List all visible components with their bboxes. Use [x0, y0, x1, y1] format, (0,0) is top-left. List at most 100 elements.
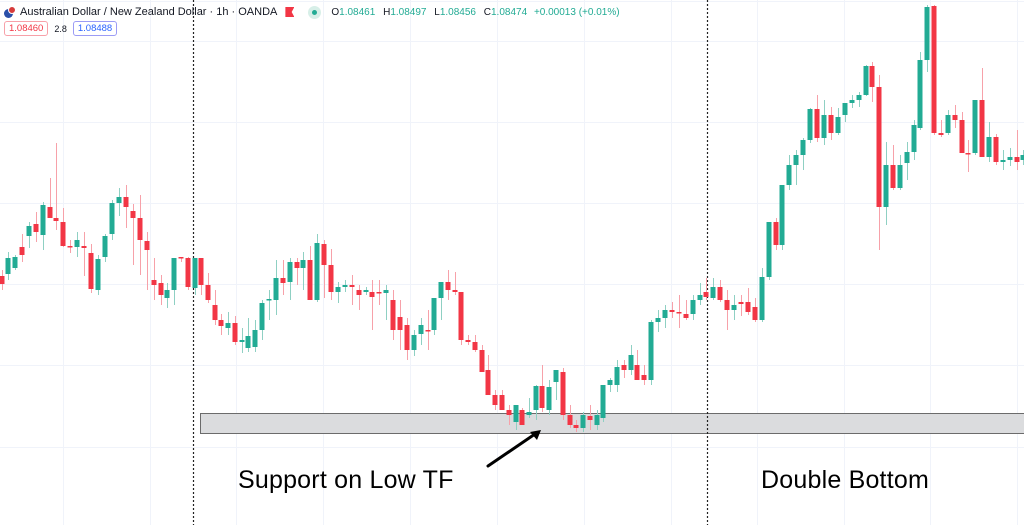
candle[interactable] [965, 140, 971, 172]
candle[interactable] [669, 302, 675, 318]
candle[interactable] [759, 268, 765, 322]
candle[interactable] [485, 355, 491, 395]
candle[interactable] [931, 5, 937, 135]
support-arrow[interactable] [486, 430, 541, 468]
support-annotation[interactable]: Support on Low TF [238, 466, 454, 494]
candle[interactable] [300, 252, 306, 290]
candle[interactable] [363, 287, 369, 295]
candle[interactable] [472, 335, 478, 352]
candle[interactable] [876, 75, 882, 250]
candle[interactable] [993, 134, 999, 165]
candle[interactable] [519, 408, 525, 425]
candle[interactable] [178, 257, 184, 262]
candle[interactable] [218, 314, 224, 335]
candle[interactable] [539, 365, 545, 412]
candle[interactable] [452, 272, 458, 295]
candle[interactable] [95, 255, 101, 295]
candle[interactable] [12, 255, 18, 270]
candle[interactable] [904, 142, 910, 180]
candle[interactable] [245, 318, 251, 352]
candle[interactable] [383, 285, 389, 320]
candle[interactable] [938, 120, 944, 137]
candle[interactable] [979, 68, 985, 157]
candle[interactable] [198, 258, 204, 295]
candle[interactable] [144, 232, 150, 290]
candle[interactable] [5, 252, 11, 280]
candle[interactable] [710, 278, 716, 300]
candle[interactable] [553, 370, 559, 400]
candle[interactable] [952, 105, 958, 128]
candle[interactable] [986, 122, 992, 162]
candle[interactable] [786, 155, 792, 190]
candle[interactable] [683, 300, 689, 320]
candle[interactable] [533, 385, 539, 420]
candle[interactable] [465, 335, 471, 345]
candle[interactable] [800, 138, 806, 170]
candle[interactable] [869, 62, 875, 102]
candle[interactable] [492, 390, 498, 410]
candle[interactable] [60, 208, 66, 247]
candle[interactable] [137, 195, 143, 275]
candle[interactable] [158, 275, 164, 305]
candle[interactable] [724, 290, 730, 330]
candle[interactable] [766, 222, 772, 280]
candle[interactable] [842, 103, 848, 122]
candle[interactable] [67, 240, 73, 253]
candle[interactable] [546, 380, 552, 415]
candle[interactable] [814, 95, 820, 142]
candle[interactable] [634, 350, 640, 380]
candle[interactable] [1007, 148, 1013, 166]
candle[interactable] [390, 290, 396, 340]
candle[interactable] [26, 222, 32, 248]
candle[interactable] [856, 92, 862, 107]
candle[interactable] [40, 202, 46, 250]
candle[interactable] [835, 108, 841, 135]
candle[interactable] [74, 232, 80, 257]
candle[interactable] [294, 258, 300, 285]
candle[interactable] [697, 283, 703, 305]
candle[interactable] [807, 108, 813, 143]
candle[interactable] [376, 280, 382, 305]
candle[interactable] [458, 292, 464, 345]
candle[interactable] [418, 318, 424, 345]
candle[interactable] [594, 410, 600, 430]
buy-button[interactable]: 1.08488 [72, 21, 118, 36]
candle[interactable] [252, 320, 258, 352]
candle[interactable] [314, 234, 320, 302]
candle[interactable] [88, 244, 94, 293]
candle[interactable] [738, 295, 744, 316]
candle[interactable] [205, 273, 211, 303]
candle[interactable] [773, 218, 779, 250]
candle[interactable] [273, 260, 279, 315]
candle[interactable] [259, 300, 265, 340]
candle[interactable] [731, 295, 737, 320]
candle[interactable] [321, 240, 327, 298]
double-bottom-annotation[interactable]: Double Bottom [761, 466, 929, 494]
candle[interactable] [1000, 150, 1006, 170]
candle[interactable] [1014, 130, 1020, 170]
candle[interactable] [266, 290, 272, 320]
candle[interactable] [425, 310, 431, 350]
candle[interactable] [648, 320, 654, 385]
candle[interactable] [717, 280, 723, 302]
candle[interactable] [849, 95, 855, 108]
candle[interactable] [109, 200, 115, 240]
candle[interactable] [506, 405, 512, 425]
candle[interactable] [499, 390, 505, 410]
candle[interactable] [123, 185, 129, 228]
candle[interactable] [47, 178, 53, 218]
candle[interactable] [863, 65, 869, 96]
candle[interactable] [573, 420, 579, 432]
candle[interactable] [890, 145, 896, 190]
candle[interactable] [917, 52, 923, 130]
candle[interactable] [560, 368, 566, 420]
candle[interactable] [676, 295, 682, 328]
candle[interactable] [33, 212, 39, 242]
candle[interactable] [690, 295, 696, 320]
candle[interactable] [431, 298, 437, 335]
candle[interactable] [883, 142, 889, 225]
candle[interactable] [526, 398, 532, 418]
candle[interactable] [307, 246, 313, 300]
candle[interactable] [116, 188, 122, 216]
candle[interactable] [614, 360, 620, 392]
